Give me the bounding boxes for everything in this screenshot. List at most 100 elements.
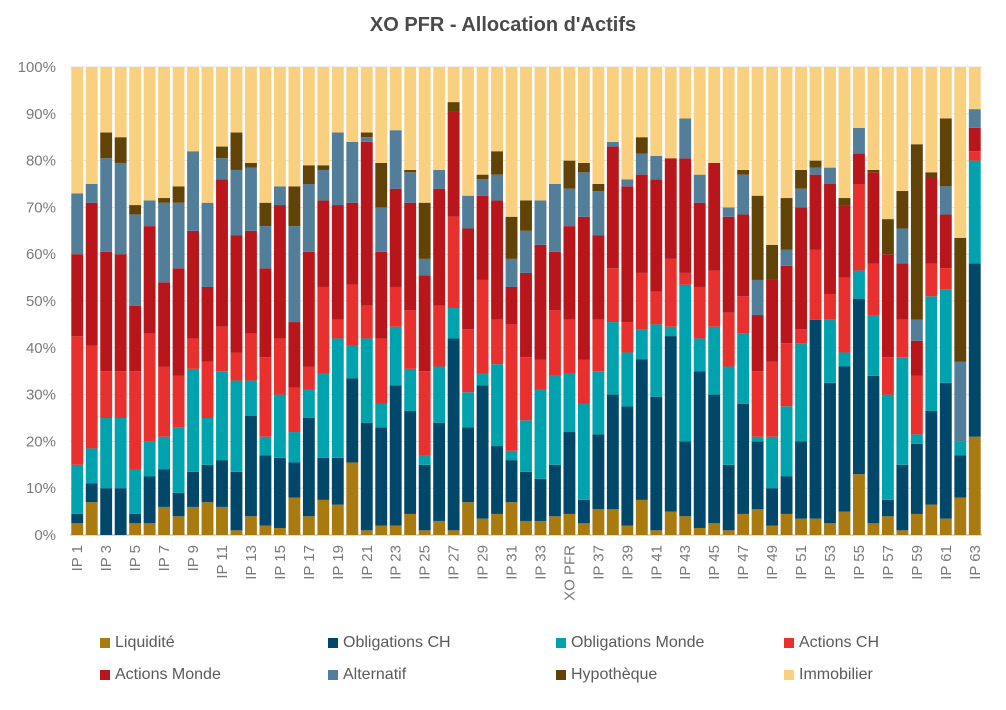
bar-segment xyxy=(534,200,547,245)
bar-segment xyxy=(418,455,431,465)
x-tick-label: IP 41 xyxy=(648,545,665,580)
bar-segment xyxy=(838,198,851,206)
legend-label: Actions CH xyxy=(799,634,880,651)
bar-segment xyxy=(172,186,185,203)
bar-segment xyxy=(679,67,692,119)
bar-segment xyxy=(505,460,518,503)
bar-stack xyxy=(187,67,199,535)
bar-segment xyxy=(737,67,750,170)
bar-segment xyxy=(331,205,344,320)
bar-segment xyxy=(664,67,677,159)
bar-segment xyxy=(317,169,330,201)
bar-segment xyxy=(462,502,475,535)
y-tick-label: 70% xyxy=(26,199,56,216)
bar-segment xyxy=(751,509,764,535)
bar-segment xyxy=(563,513,576,535)
bar-segment xyxy=(795,329,807,344)
bar-segment xyxy=(766,488,779,526)
x-tick-label: XO PFR xyxy=(561,545,578,601)
bar-stack xyxy=(751,67,764,535)
bar-stack xyxy=(592,67,605,535)
bar-segment xyxy=(317,165,330,170)
bar-segment xyxy=(824,167,836,184)
bar-segment xyxy=(476,179,489,196)
legend-item: Hypothèque xyxy=(556,664,784,686)
bar-segment xyxy=(505,67,518,217)
legend-swatch xyxy=(100,638,110,648)
bar-segment xyxy=(360,338,373,423)
bar-segment xyxy=(404,67,417,170)
bar-segment xyxy=(100,67,113,133)
bar-segment xyxy=(245,162,257,168)
legend-item: Actions CH xyxy=(784,632,964,654)
bar-segment xyxy=(317,457,330,500)
bar-segment xyxy=(230,132,243,170)
bar-segment xyxy=(172,492,185,517)
bar-segment xyxy=(346,345,359,379)
bar-stack xyxy=(172,67,185,535)
bar-segment xyxy=(722,207,735,217)
y-tick-label: 90% xyxy=(26,106,56,123)
bar-segment xyxy=(331,132,344,206)
bar-segment xyxy=(910,443,923,514)
bar-segment xyxy=(606,394,619,510)
bar-segment xyxy=(404,368,417,411)
bar-segment xyxy=(520,200,532,231)
bar-segment xyxy=(954,455,967,498)
bar-segment xyxy=(867,67,880,170)
bar-segment xyxy=(491,364,503,447)
bar-segment xyxy=(375,251,388,339)
bar-segment xyxy=(187,368,199,472)
y-tick-label: 50% xyxy=(26,293,56,310)
bar-segment xyxy=(302,165,315,184)
bar-segment xyxy=(925,296,938,411)
bar-segment xyxy=(114,254,127,372)
bar-segment xyxy=(780,67,793,199)
bar-segment xyxy=(549,310,561,376)
bar-segment xyxy=(520,357,532,421)
bar-segment xyxy=(881,67,894,220)
bar-segment xyxy=(302,67,315,166)
bar-segment xyxy=(751,67,764,196)
x-tick-label: IP 7 xyxy=(156,545,173,571)
bar-segment xyxy=(476,518,489,535)
bar-segment xyxy=(925,67,938,173)
bar-segment xyxy=(606,141,619,147)
bar-segment xyxy=(505,450,518,461)
bar-segment xyxy=(910,375,923,435)
bar-segment xyxy=(722,530,735,535)
bar-segment xyxy=(331,504,344,535)
bar-segment xyxy=(954,361,967,442)
bar-segment xyxy=(968,160,981,264)
bar-segment xyxy=(766,244,779,280)
bar-segment xyxy=(259,357,272,437)
bar-segment xyxy=(216,146,228,159)
bar-segment xyxy=(433,67,446,170)
bar-stack xyxy=(621,67,634,535)
bar-segment xyxy=(737,513,750,535)
bar-segment xyxy=(838,277,851,353)
bar-segment xyxy=(910,67,923,145)
bar-segment xyxy=(129,205,142,215)
legend-item: Actions Monde xyxy=(100,664,328,686)
bar-segment xyxy=(143,333,156,442)
bar-segment xyxy=(563,160,576,189)
bar-segment xyxy=(288,226,301,323)
bar-segment xyxy=(404,172,417,203)
bar-segment xyxy=(245,380,257,416)
bar-stack xyxy=(635,67,648,535)
chart-title: XO PFR - Allocation d'Actifs xyxy=(369,14,637,36)
bar-stack xyxy=(418,67,431,535)
bar-segment xyxy=(896,228,909,264)
legend-swatch xyxy=(784,638,794,648)
bar-segment xyxy=(954,67,967,238)
bar-segment xyxy=(100,158,113,252)
bar-segment xyxy=(273,338,286,395)
bar-segment xyxy=(910,319,923,341)
y-axis: 0% 10% 20% 30% 40% 50% 60% 70% 80% 90% 100% xyxy=(18,59,56,544)
bar-segment xyxy=(143,200,156,227)
bar-segment xyxy=(245,516,257,535)
bar-segment xyxy=(693,371,706,528)
bar-segment xyxy=(100,132,113,159)
bar-segment xyxy=(375,403,388,428)
